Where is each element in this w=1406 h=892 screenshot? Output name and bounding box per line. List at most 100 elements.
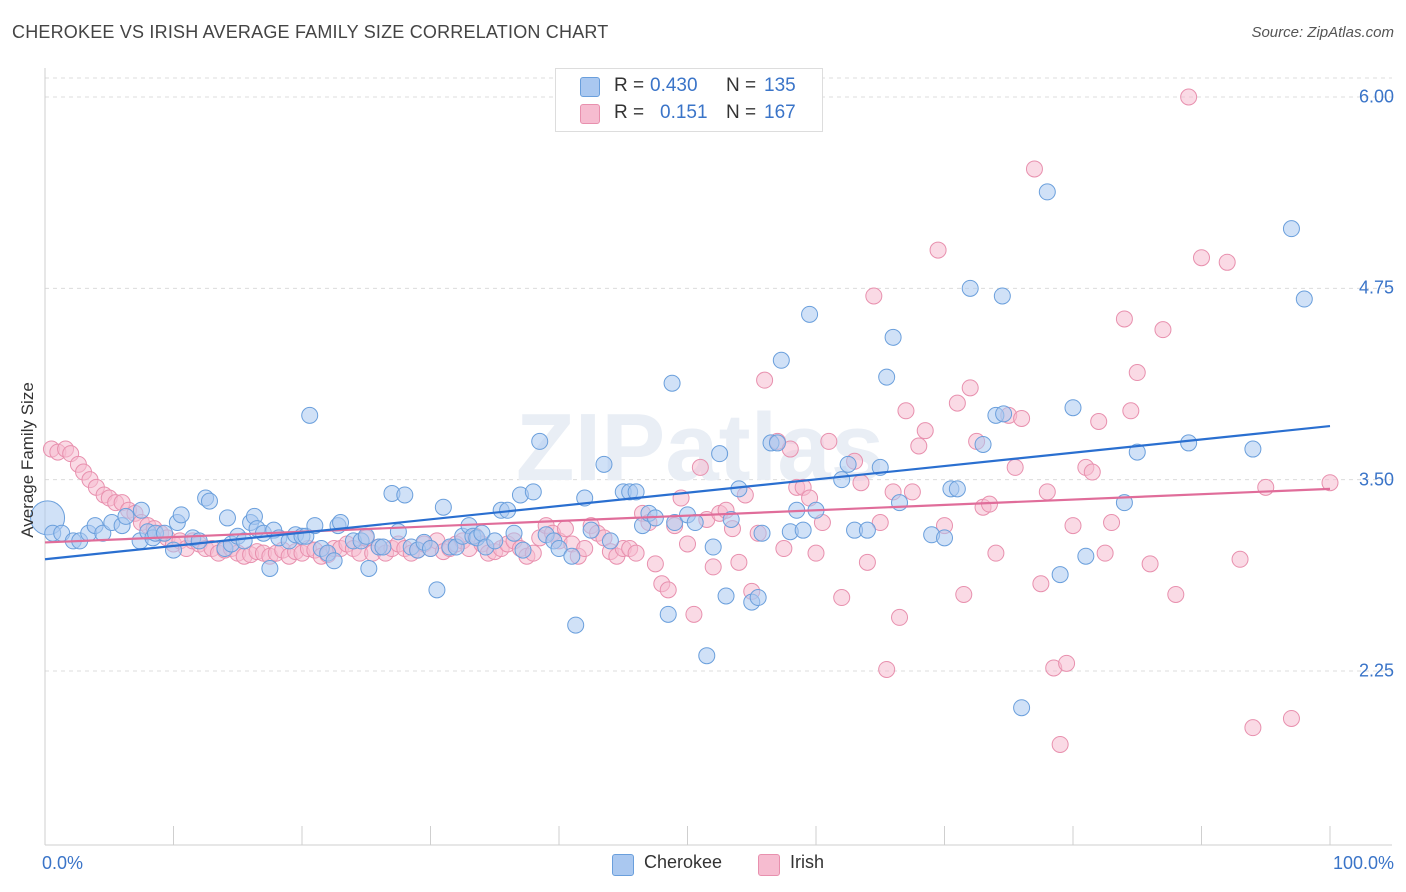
y-tick-label: 4.75 [1358,277,1394,298]
cherokee-point [374,538,392,556]
irish-point [1038,483,1056,501]
irish-point [916,422,934,440]
cherokee-point [666,514,684,532]
cherokee-point [993,287,1011,305]
irish-point [852,474,870,492]
irish-point [1244,719,1262,737]
irish-point [1167,585,1185,603]
cherokee-point [1180,434,1198,452]
cherokee-point [768,434,786,452]
irish-point [1141,555,1159,573]
irish-point [1218,253,1236,271]
cherokee-point [422,540,439,558]
cherokee-point [301,406,319,424]
cherokee-point [995,405,1013,423]
irish-point [576,540,594,558]
x-tick-label-max: 100.0% [1332,853,1394,873]
chart-title: CHEROKEE VS IRISH AVERAGE FAMILY SIZE CO… [12,22,609,42]
cherokee-point [627,483,645,501]
irish-point [1193,249,1210,267]
cherokee-point [235,532,253,550]
cherokee-point [132,501,150,519]
cherokee-point [1051,566,1069,584]
r-label: R = [614,75,645,96]
r-value-irish: 0.151 [660,102,708,123]
irish-point [1282,709,1300,727]
irish-point [627,544,645,562]
cherokee-point [974,435,992,453]
n-value-cherokee: 135 [764,75,796,96]
cherokee-point [891,494,909,512]
cherokee-point [878,368,896,386]
cherokee-point [601,532,619,550]
cherokee-point [753,524,771,542]
cherokee-point [595,455,613,473]
irish-point [903,483,921,501]
irish-point [1103,514,1121,532]
cherokee-point [172,506,190,524]
irish-point [1122,402,1140,420]
cherokee-point [117,507,135,525]
irish-point [1096,544,1114,562]
grid-lines [45,77,1392,672]
x-tick-label-min: 0.0% [42,853,84,873]
cherokee-point [505,524,523,542]
irish-point [1083,463,1101,481]
irish-point [1032,575,1050,593]
cherokee-point [936,529,953,547]
cherokee-point [858,521,876,539]
irish-point [730,553,748,571]
cherokee-point [722,510,740,528]
cherokee-point [514,541,532,559]
irish-swatch [580,104,600,124]
irish-point [1154,321,1172,339]
irish-point [1013,409,1031,427]
cherokee-point [325,552,343,570]
irish-trend-line [44,487,1331,544]
cherokee-point [884,328,902,346]
cherokee-point [961,279,979,297]
cherokee-point [686,514,704,532]
cherokee-point [550,540,568,558]
cherokee-point [772,351,790,369]
irish-point [858,553,876,571]
irish-point [1321,474,1339,492]
cherokee-point [396,486,414,504]
cherokee-point [833,471,851,489]
cherokee-legend-swatch [612,854,634,876]
cherokee-point [563,547,581,565]
cherokee-point [801,305,819,323]
irish-point [646,555,664,573]
cherokee-point [434,498,452,516]
irish-point [704,558,722,576]
cherokee-point [1064,399,1082,417]
y-axis-label: Average Family Size [18,382,37,538]
irish-point [556,520,574,538]
cherokee-point [531,432,549,450]
stats-row-irish: R = 0.151 N = 167 [556,102,822,126]
cherokee-point [261,559,279,577]
irish-point [948,394,966,412]
n-label: N = [726,75,757,96]
cherokee-point [582,521,600,539]
cherokee-point [156,524,174,542]
cherokee-point [659,605,677,623]
irish-point [929,241,947,259]
cherokee-point [1077,547,1095,565]
cherokee-point [749,589,767,607]
cherokee-point [1295,290,1313,308]
cherokee-point [711,445,729,463]
watermark: ZIPatlas [516,394,884,501]
stats-legend: R = 0.430 N = 135 R = 0.151 N = 167 [555,68,823,132]
cherokee-point [839,455,857,473]
irish-point [1128,364,1146,382]
r-value-cherokee: 0.430 [650,75,698,96]
irish-point [756,371,774,389]
n-label: N = [726,102,757,123]
irish-point [833,589,851,607]
trend-lines [44,424,1331,561]
r-label: R = [614,102,645,123]
cherokee-point [717,587,735,605]
cherokee-point [567,616,585,634]
